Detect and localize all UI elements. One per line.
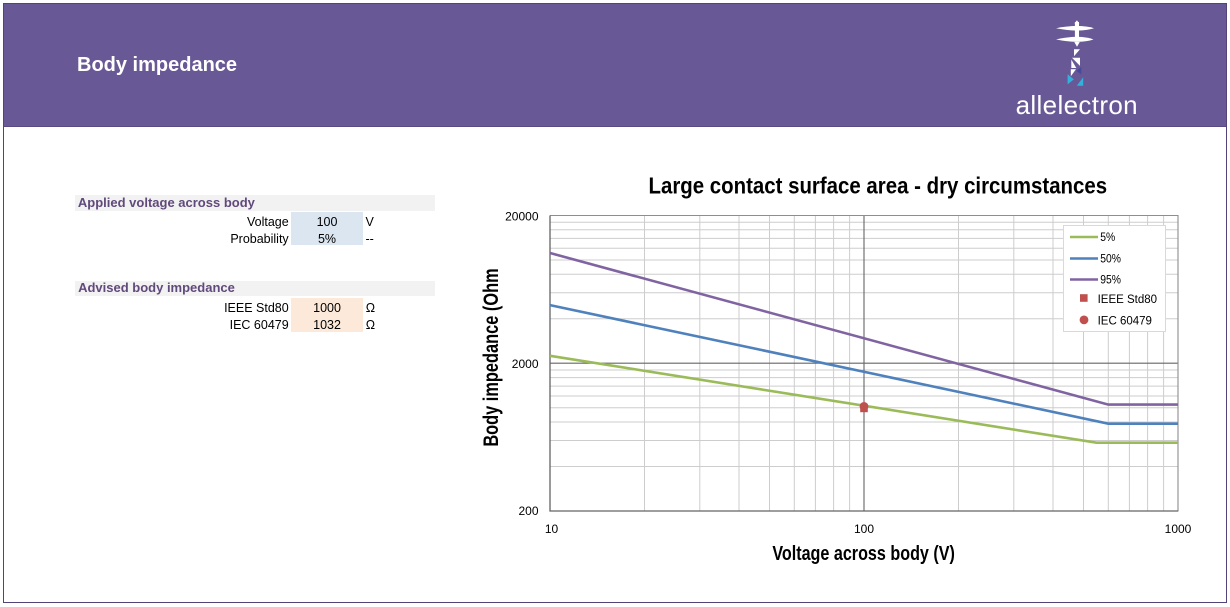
svg-text:2000: 2000 [512,357,539,371]
svg-text:20000: 20000 [505,209,539,223]
svg-text:Large contact surface area - d: Large contact surface area - dry circums… [648,172,1107,198]
svg-text:10: 10 [545,522,559,536]
svg-text:200: 200 [518,504,538,518]
svg-text:IEC 60479: IEC 60479 [1098,316,1152,328]
svg-text:Body impedance (Ohm: Body impedance (Ohm [479,268,502,446]
svg-text:allelectron: allelectron [1016,90,1138,120]
svg-text:Voltage across body (V): Voltage across body (V) [772,541,955,564]
svg-text:100: 100 [854,522,874,536]
svg-text:1000: 1000 [1165,522,1192,536]
svg-text:95%: 95% [1100,274,1121,287]
svg-text:IEEE Std80: IEEE Std80 [1098,294,1157,306]
svg-text:50%: 50% [1100,253,1121,266]
svg-text:5%: 5% [1100,231,1115,244]
